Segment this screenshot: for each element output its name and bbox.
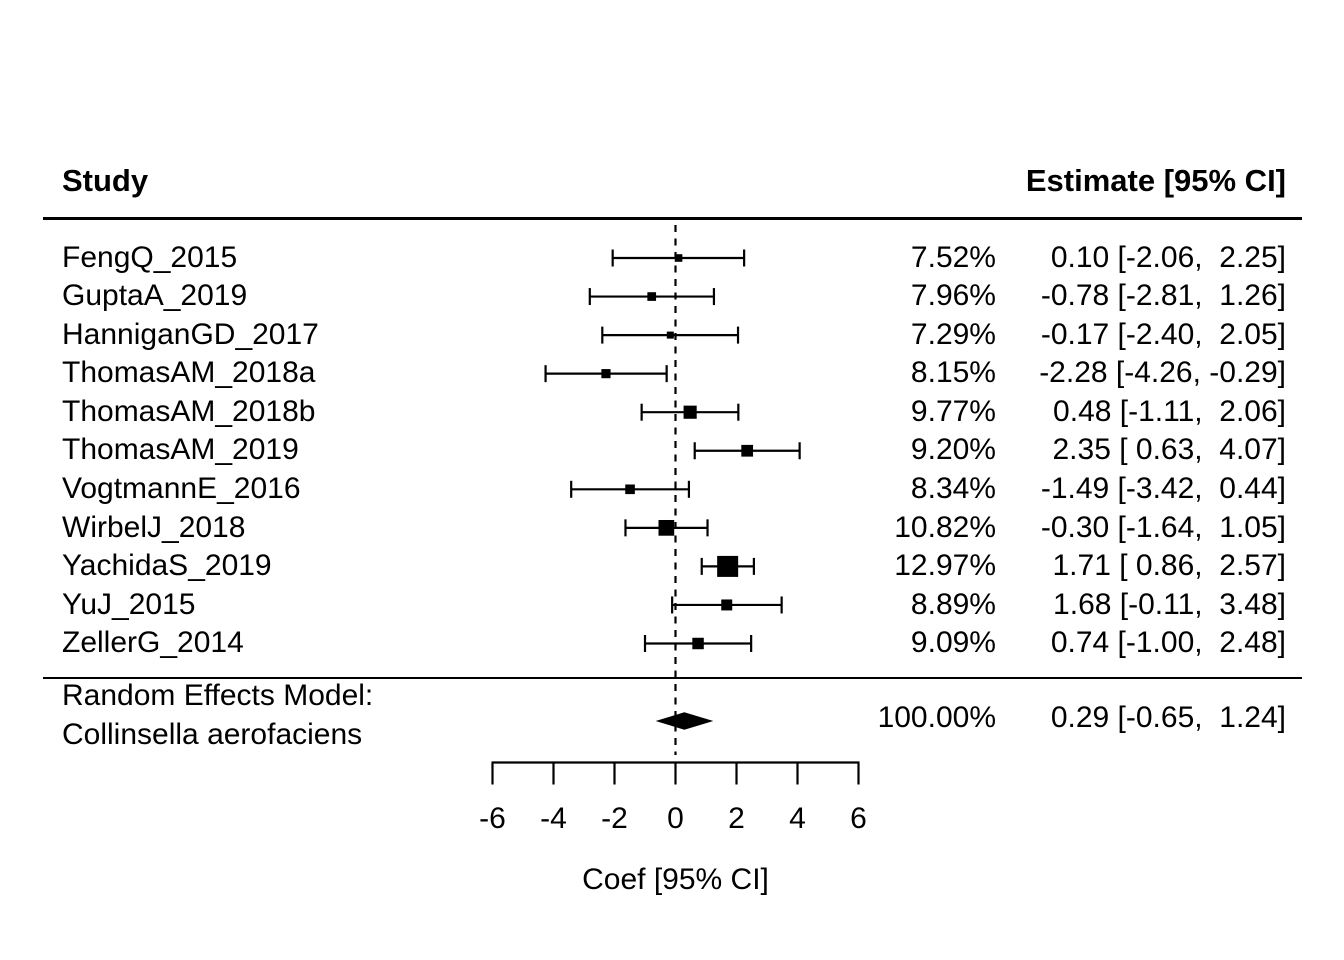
weight-value: 7.96% [910, 279, 996, 313]
header-separator-line [43, 217, 1302, 220]
x-axis-title: Coef [95% CI] [582, 863, 769, 896]
weight-value: 8.15% [910, 356, 996, 390]
study-label: ThomasAM_2018b [62, 394, 316, 428]
point-estimate-square [721, 599, 733, 611]
x-axis-tick-label: 0 [667, 802, 684, 835]
estimate-value: -0.17 [-2.40, 2.05] [1040, 317, 1286, 351]
x-axis-tick-label: 6 [850, 802, 867, 835]
study-label: WirbelJ_2018 [62, 510, 246, 544]
study-label: ZellerG_2014 [62, 626, 244, 660]
summary-taxon-label: Collinsella aerofaciens [62, 717, 363, 751]
point-estimate-square [717, 555, 739, 577]
summary-estimate-value: 0.29 [-0.65, 1.24] [1050, 701, 1286, 734]
estimate-value: -0.78 [-2.81, 1.26] [1040, 279, 1286, 313]
study-label: ThomasAM_2018a [62, 356, 316, 390]
point-estimate-square [674, 254, 683, 262]
point-estimate-square [647, 292, 657, 301]
estimate-value: -2.28 [-4.26, -0.29] [1039, 356, 1286, 390]
study-label: YuJ_2015 [62, 587, 196, 621]
study-label: HanniganGD_2017 [62, 317, 319, 351]
study-label: YachidaS_2019 [62, 549, 272, 583]
point-estimate-square [692, 637, 704, 650]
estimate-value: 2.35 [ 0.63, 4.07] [1052, 433, 1286, 467]
x-axis-tick-label: -4 [540, 802, 567, 835]
weight-value: 12.97% [894, 549, 996, 583]
x-axis-tick-label: -2 [601, 802, 628, 835]
summary-diamond [655, 712, 714, 730]
study-label-column: FengQ_2015 GuptaA_2019 HanniganGD_2017 T… [62, 239, 482, 663]
weight-column: 7.52% 7.96% 7.29% 8.15% 9.77% 9.20% 8.34… [840, 239, 996, 663]
weight-value: 7.52% [910, 240, 996, 274]
weight-value: 9.77% [910, 394, 996, 428]
weight-value: 10.82% [894, 510, 996, 544]
estimate-value: 1.71 [ 0.86, 2.57] [1052, 549, 1286, 583]
estimate-value: 0.48 [-1.11, 2.06] [1053, 394, 1286, 428]
point-estimate-square [658, 519, 675, 536]
study-label: ThomasAM_2019 [62, 433, 299, 467]
estimate-value: -0.30 [-1.64, 1.05] [1040, 510, 1286, 544]
x-axis-tick-label: 4 [789, 802, 806, 835]
point-estimate-square [625, 484, 635, 495]
study-label: FengQ_2015 [62, 240, 238, 274]
estimate-value: 0.74 [-1.00, 2.48] [1050, 626, 1286, 660]
point-estimate-square [601, 369, 611, 379]
weight-value: 7.29% [910, 317, 996, 351]
summary-separator-line [43, 677, 1302, 679]
weight-value: 8.34% [910, 471, 996, 505]
summary-weight-value: 100.00% [877, 701, 996, 734]
estimate-column-header: Estimate [95% CI] [1025, 163, 1286, 198]
estimate-value: 0.10 [-2.06, 2.25] [1050, 240, 1286, 274]
weight-value: 9.09% [910, 626, 996, 660]
point-estimate-square [683, 405, 697, 419]
point-estimate-square [666, 331, 674, 339]
summary-model-label: Random Effects Model: [62, 679, 374, 713]
study-label: VogtmannE_2016 [62, 471, 301, 505]
x-axis-tick-label: 2 [728, 802, 745, 835]
estimate-value: 1.68 [-0.11, 3.48] [1053, 587, 1286, 621]
study-column-header: Study [62, 163, 149, 198]
estimate-column: 0.10 [-2.06, 2.25] -0.78 [-2.81, 1.26] -… [990, 239, 1286, 663]
weight-value: 8.89% [910, 587, 996, 621]
study-label: GuptaA_2019 [62, 279, 248, 313]
estimate-value: -1.49 [-3.42, 0.44] [1040, 471, 1286, 505]
weight-value: 9.20% [910, 433, 996, 467]
point-estimate-square [741, 444, 754, 457]
x-axis-tick-label: -6 [479, 802, 506, 835]
